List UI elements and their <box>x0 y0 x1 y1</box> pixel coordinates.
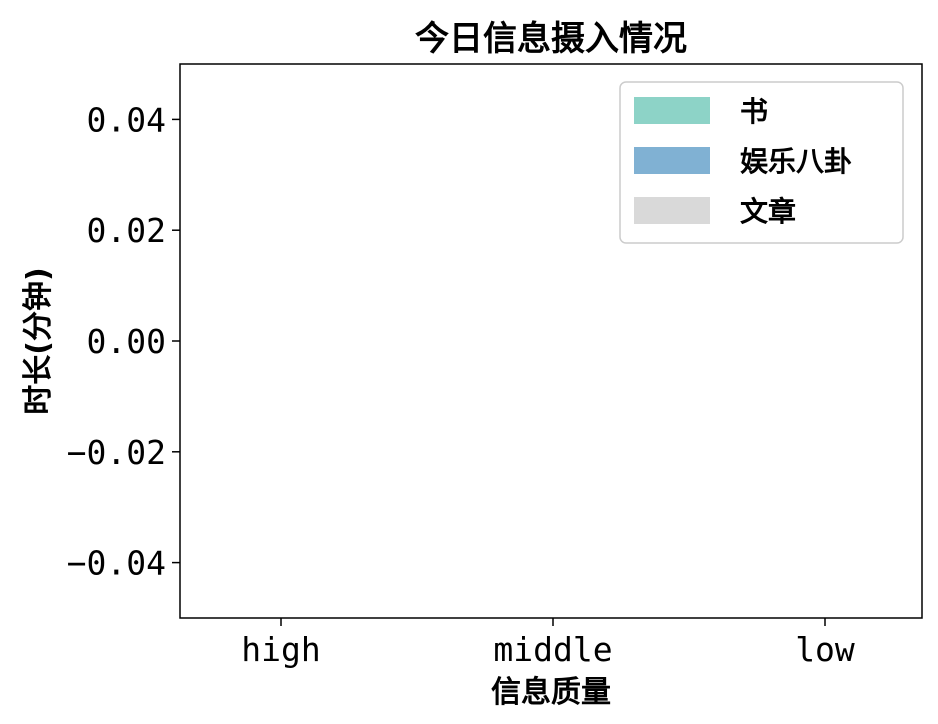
legend-label: 娱乐八卦 <box>740 145 852 178</box>
plot-area: high middle low 0.04 0.02 0.00 −0.02 −0.04 <box>67 63 923 669</box>
legend-label: 书 <box>740 95 768 128</box>
x-tick-label: low <box>795 630 855 669</box>
x-axis-ticks: high middle low <box>241 618 855 669</box>
x-tick-label: middle <box>493 630 612 669</box>
legend-swatch <box>634 97 710 124</box>
legend-swatch <box>634 197 710 224</box>
legend-label: 文章 <box>740 195 796 228</box>
y-tick-label: −0.04 <box>67 544 166 583</box>
x-axis-label: 信息质量 <box>491 675 611 710</box>
y-tick-label: 0.02 <box>87 211 166 250</box>
y-tick-label: 0.00 <box>87 322 166 361</box>
y-tick-label: 0.04 <box>87 100 166 139</box>
chart-title: 今日信息摄入情况 <box>415 19 687 59</box>
y-axis-ticks: 0.04 0.02 0.00 −0.02 −0.04 <box>67 100 180 583</box>
x-tick-label: high <box>241 630 320 669</box>
y-tick-label: −0.02 <box>67 433 166 472</box>
legend-swatch <box>634 147 710 174</box>
y-axis-label: 时长(分钟) <box>21 267 56 414</box>
